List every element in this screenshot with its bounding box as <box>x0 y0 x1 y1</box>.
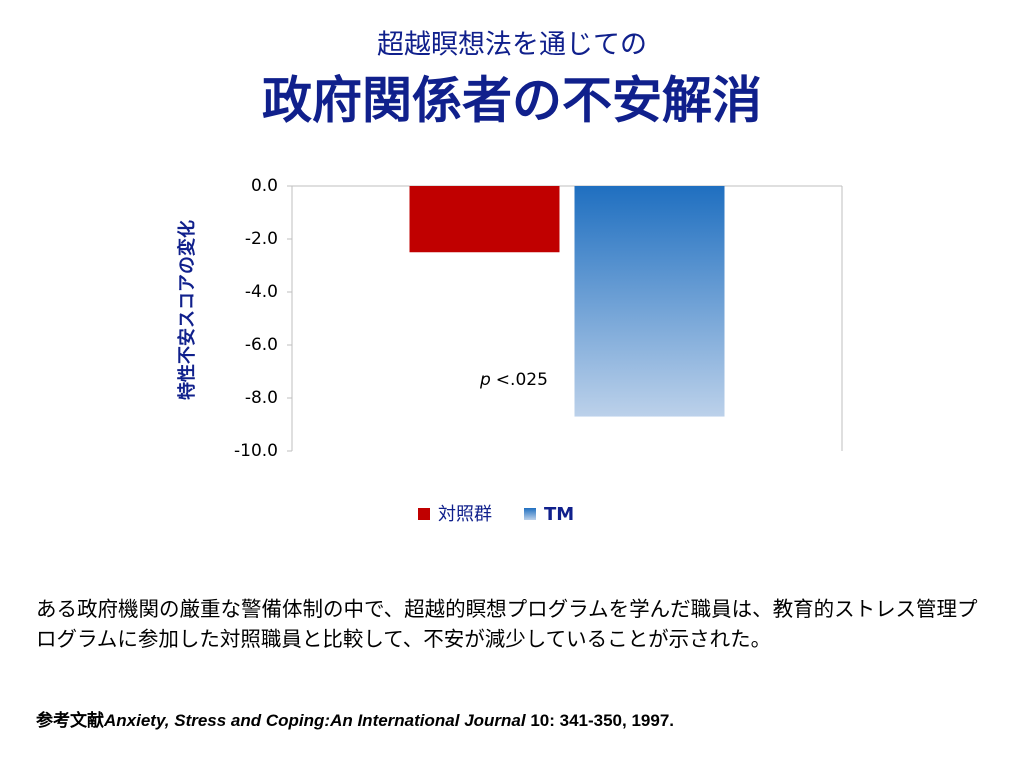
bar <box>574 186 725 417</box>
y-axis-label: 特性不安スコアの変化 <box>176 220 198 400</box>
reference-journal: Anxiety, Stress and Coping:An Internatio… <box>104 711 526 730</box>
bar <box>409 186 560 253</box>
annotation: p <.025 <box>479 370 548 390</box>
annotation-part: <.025 <box>496 370 548 390</box>
annotation-part: p <box>479 370 491 390</box>
chart-title: 政府関係者の不安解消 <box>262 72 762 130</box>
legend-swatch <box>524 508 536 520</box>
body-text: ある政府機関の厳重な警備体制の中で、超越的瞑想プログラムを学んだ職員は、教育的ス… <box>36 597 978 651</box>
legend-label: TM <box>544 504 574 525</box>
reference-label: 参考文献 <box>36 711 104 730</box>
y-tick-label: -4.0 <box>245 282 278 302</box>
chart-subtitle: 超越瞑想法を通じての <box>377 30 647 61</box>
y-tick-label: 0.0 <box>251 176 278 196</box>
chart: 超越瞑想法を通じての 政府関係者の不安解消 特性不安スコアの変化 0.0 -2.0… <box>176 30 843 525</box>
y-tick-label: -2.0 <box>245 229 278 249</box>
y-tick-label: -8.0 <box>245 388 278 408</box>
y-tick-label: -10.0 <box>234 441 278 461</box>
y-tick-label: -6.0 <box>245 335 278 355</box>
reference: 参考文献Anxiety, Stress and Coping:An Intern… <box>36 706 674 731</box>
legend-swatch <box>418 508 430 520</box>
reference-citation: 10: 341-350, 1997. <box>530 711 674 730</box>
legend-label: 対照群 <box>438 504 492 525</box>
